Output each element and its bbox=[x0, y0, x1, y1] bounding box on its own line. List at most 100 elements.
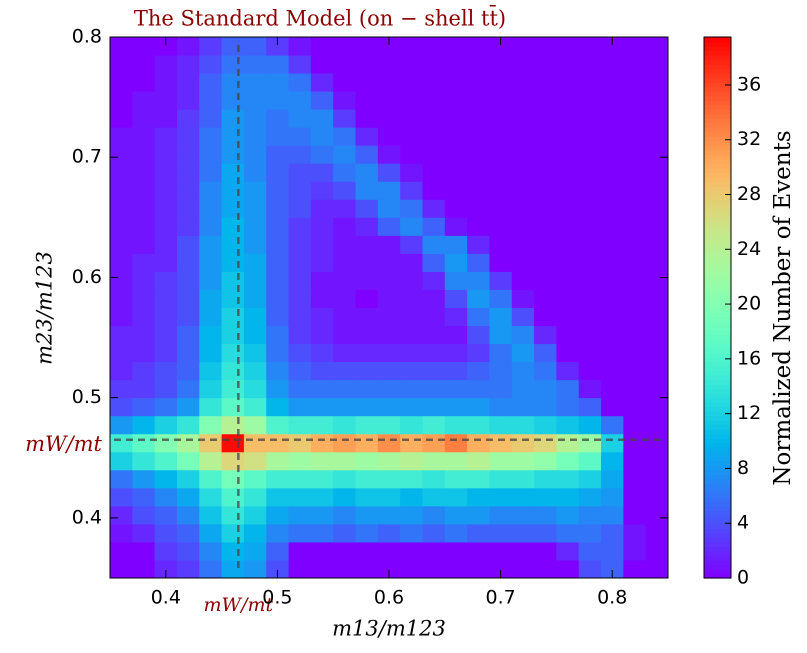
heatmap-cell bbox=[645, 343, 669, 363]
heatmap-cell bbox=[243, 343, 267, 363]
heatmap-cell bbox=[645, 271, 669, 290]
heatmap-cell bbox=[623, 433, 647, 453]
heatmap-cell bbox=[578, 505, 602, 525]
heatmap-cell bbox=[645, 505, 669, 525]
heatmap-cell bbox=[310, 163, 334, 182]
heatmap-cell bbox=[199, 433, 223, 453]
heatmap-cell bbox=[110, 487, 133, 507]
heatmap-cell bbox=[645, 145, 669, 164]
heatmap-cell bbox=[578, 559, 602, 579]
heatmap-cell bbox=[489, 181, 513, 200]
heatmap-cell bbox=[467, 487, 490, 507]
heatmap-cell bbox=[467, 55, 490, 74]
heatmap-cell bbox=[288, 415, 312, 435]
heatmap-cell bbox=[511, 397, 535, 417]
heatmap-cell bbox=[511, 235, 535, 254]
heatmap-cell bbox=[266, 55, 290, 74]
colorbar-tick-label: 4 bbox=[737, 512, 749, 534]
heatmap-cell bbox=[132, 163, 156, 182]
heatmap-cell bbox=[601, 55, 624, 74]
colorbar-segment bbox=[704, 370, 731, 376]
heatmap-cell bbox=[489, 37, 513, 56]
colorbar-segment bbox=[704, 514, 731, 520]
heatmap-cell bbox=[467, 415, 490, 435]
colorbar-segment bbox=[704, 375, 731, 381]
heatmap-cell bbox=[623, 271, 647, 290]
heatmap-cell bbox=[243, 289, 267, 308]
heatmap-cell bbox=[377, 145, 401, 164]
reference-label: mW/mt bbox=[25, 432, 102, 456]
heatmap-cell bbox=[422, 397, 446, 417]
heatmap-cell bbox=[176, 181, 200, 200]
heatmap-cell bbox=[444, 289, 468, 308]
heatmap-cell bbox=[511, 469, 535, 489]
heatmap-cell bbox=[400, 523, 423, 543]
heatmap-cell bbox=[578, 253, 602, 272]
heatmap-cell bbox=[199, 163, 223, 182]
heatmap-cell bbox=[132, 361, 156, 381]
heatmap-cell bbox=[110, 55, 133, 74]
colorbar-segment bbox=[704, 402, 731, 408]
heatmap-cell bbox=[556, 91, 580, 110]
heatmap-cell bbox=[623, 451, 647, 471]
heatmap-cell bbox=[444, 91, 468, 110]
heatmap-cell bbox=[489, 541, 513, 561]
heatmap-cell bbox=[601, 451, 624, 471]
colorbar-segment bbox=[704, 100, 731, 106]
colorbar-segment bbox=[704, 532, 731, 539]
heatmap-cell bbox=[444, 145, 468, 164]
heatmap-cell bbox=[221, 343, 245, 363]
heatmap-cell bbox=[243, 325, 267, 345]
heatmap-cell bbox=[288, 235, 312, 254]
heatmap-cell bbox=[243, 541, 267, 561]
heatmap-cell bbox=[623, 217, 647, 236]
heatmap-cell bbox=[400, 433, 423, 453]
heatmap-cell bbox=[400, 91, 423, 110]
heatmap-cell bbox=[467, 181, 490, 200]
heatmap-cell bbox=[467, 127, 490, 146]
heatmap-cell bbox=[623, 379, 647, 399]
heatmap-cell bbox=[288, 289, 312, 308]
heatmap-cell bbox=[110, 235, 133, 254]
heatmap-cell bbox=[422, 559, 446, 579]
heatmap-cell bbox=[444, 235, 468, 254]
heatmap-cell bbox=[154, 37, 178, 56]
heatmap-cell bbox=[578, 451, 602, 471]
heatmap-cell bbox=[534, 325, 557, 345]
heatmap-cell bbox=[154, 55, 178, 74]
heatmap-cell bbox=[110, 181, 133, 200]
heatmap-cell bbox=[645, 433, 669, 453]
heatmap-cell bbox=[467, 433, 490, 453]
heatmap-cell bbox=[534, 199, 557, 218]
heatmap-cell bbox=[110, 91, 133, 110]
heatmap-cell bbox=[422, 109, 446, 128]
heatmap-cell bbox=[489, 451, 513, 471]
heatmap-cell bbox=[176, 127, 200, 146]
colorbar-segment bbox=[704, 293, 731, 300]
heatmap-cell bbox=[110, 559, 133, 579]
heatmap-cell bbox=[556, 559, 580, 579]
heatmap-cell bbox=[355, 109, 379, 128]
heatmap-cell bbox=[110, 199, 133, 218]
heatmap-cell bbox=[221, 181, 245, 200]
heatmap-cell bbox=[132, 343, 156, 363]
heatmap-cell bbox=[110, 253, 133, 272]
heatmap-cell bbox=[221, 37, 245, 56]
heatmap-cell bbox=[556, 271, 580, 290]
heatmap-cell bbox=[444, 307, 468, 327]
heatmap-cell bbox=[266, 307, 290, 327]
heatmap-cell bbox=[333, 163, 357, 182]
colorbar-segment bbox=[704, 230, 731, 236]
heatmap-cell bbox=[489, 379, 513, 399]
heatmap-cell bbox=[355, 235, 379, 254]
heatmap-cell bbox=[534, 451, 557, 471]
heatmap-cell bbox=[511, 55, 535, 74]
heatmap-cell bbox=[511, 451, 535, 471]
heatmap-cell bbox=[221, 271, 245, 290]
heatmap-cell bbox=[199, 307, 223, 327]
heatmap-cell bbox=[132, 181, 156, 200]
heatmap-cell bbox=[623, 55, 647, 74]
heatmap-cell bbox=[243, 559, 267, 579]
y-tick-label: 0.8 bbox=[72, 26, 102, 48]
heatmap-cell bbox=[288, 55, 312, 74]
